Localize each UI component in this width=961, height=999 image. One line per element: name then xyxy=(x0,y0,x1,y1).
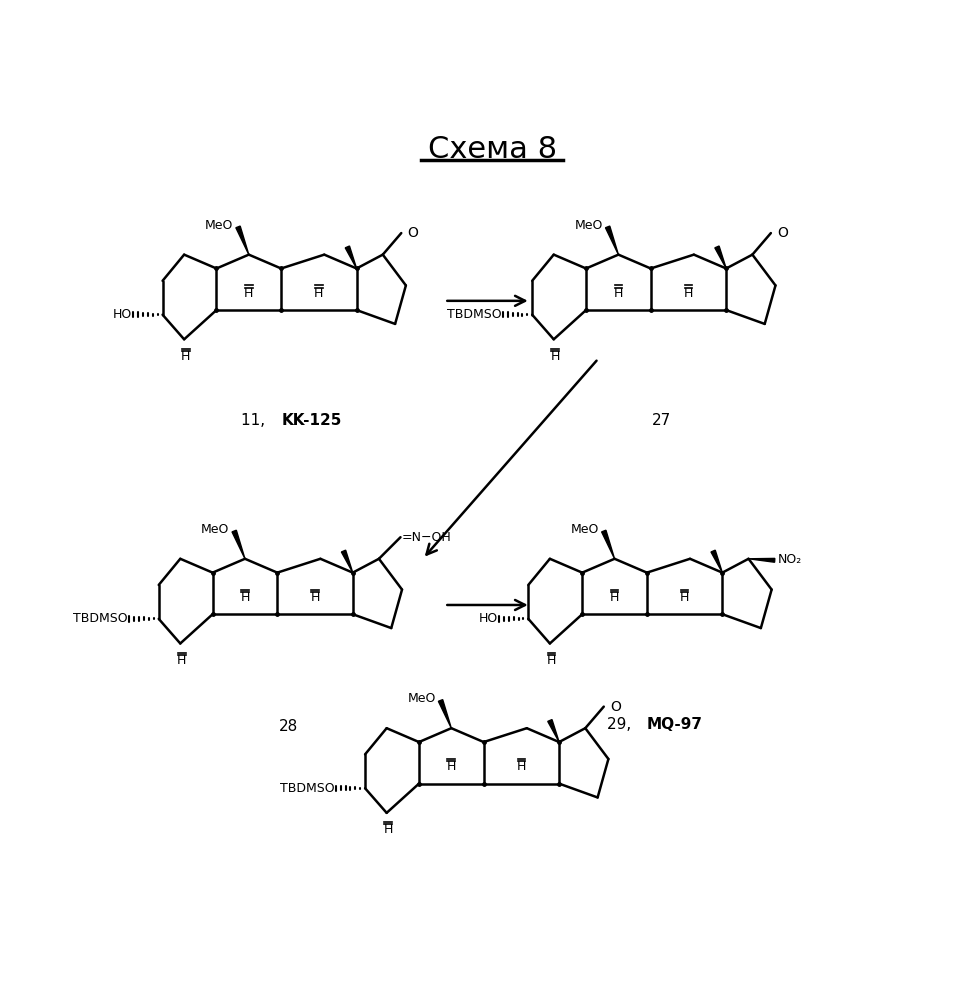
Text: H: H xyxy=(547,654,556,667)
Text: MeO: MeO xyxy=(407,692,436,705)
Text: O: O xyxy=(777,226,788,240)
Text: MeO: MeO xyxy=(205,219,234,232)
Text: 27: 27 xyxy=(652,413,671,428)
Text: MeO: MeO xyxy=(571,523,599,536)
Text: O: O xyxy=(407,226,418,240)
Text: H: H xyxy=(517,760,526,773)
Text: 28: 28 xyxy=(279,719,298,734)
Text: =N−OH: =N−OH xyxy=(402,530,452,543)
Text: H: H xyxy=(314,287,324,300)
Text: Схема 8: Схема 8 xyxy=(428,135,556,164)
Text: TBDMSO: TBDMSO xyxy=(447,308,502,322)
Text: 11,: 11, xyxy=(241,413,270,428)
Text: H: H xyxy=(177,654,186,667)
Polygon shape xyxy=(602,530,614,558)
Text: H: H xyxy=(447,760,456,773)
Text: HO: HO xyxy=(112,308,132,322)
Text: H: H xyxy=(181,350,190,363)
Polygon shape xyxy=(438,699,452,728)
Polygon shape xyxy=(605,226,619,255)
Text: O: O xyxy=(610,699,621,713)
Text: H: H xyxy=(680,590,689,603)
Text: NO₂: NO₂ xyxy=(777,553,802,566)
Polygon shape xyxy=(235,226,249,255)
Polygon shape xyxy=(711,550,723,572)
Text: KK-125: KK-125 xyxy=(282,413,341,428)
Text: H: H xyxy=(551,350,560,363)
Polygon shape xyxy=(548,719,559,742)
Text: TBDMSO: TBDMSO xyxy=(73,612,128,625)
Text: H: H xyxy=(684,287,693,300)
Text: MQ-97: MQ-97 xyxy=(647,717,702,732)
Text: TBDMSO: TBDMSO xyxy=(280,782,334,795)
Polygon shape xyxy=(232,530,245,558)
Polygon shape xyxy=(341,550,353,572)
Text: H: H xyxy=(310,590,320,603)
Text: MeO: MeO xyxy=(575,219,603,232)
Polygon shape xyxy=(715,246,727,269)
Text: MeO: MeO xyxy=(201,523,230,536)
Text: H: H xyxy=(244,287,254,300)
Text: H: H xyxy=(614,287,623,300)
Text: H: H xyxy=(610,590,619,603)
Text: H: H xyxy=(383,823,393,836)
Polygon shape xyxy=(345,246,357,269)
Polygon shape xyxy=(749,558,775,562)
Text: 29,: 29, xyxy=(607,717,636,732)
Text: HO: HO xyxy=(479,612,498,625)
Text: H: H xyxy=(240,590,250,603)
